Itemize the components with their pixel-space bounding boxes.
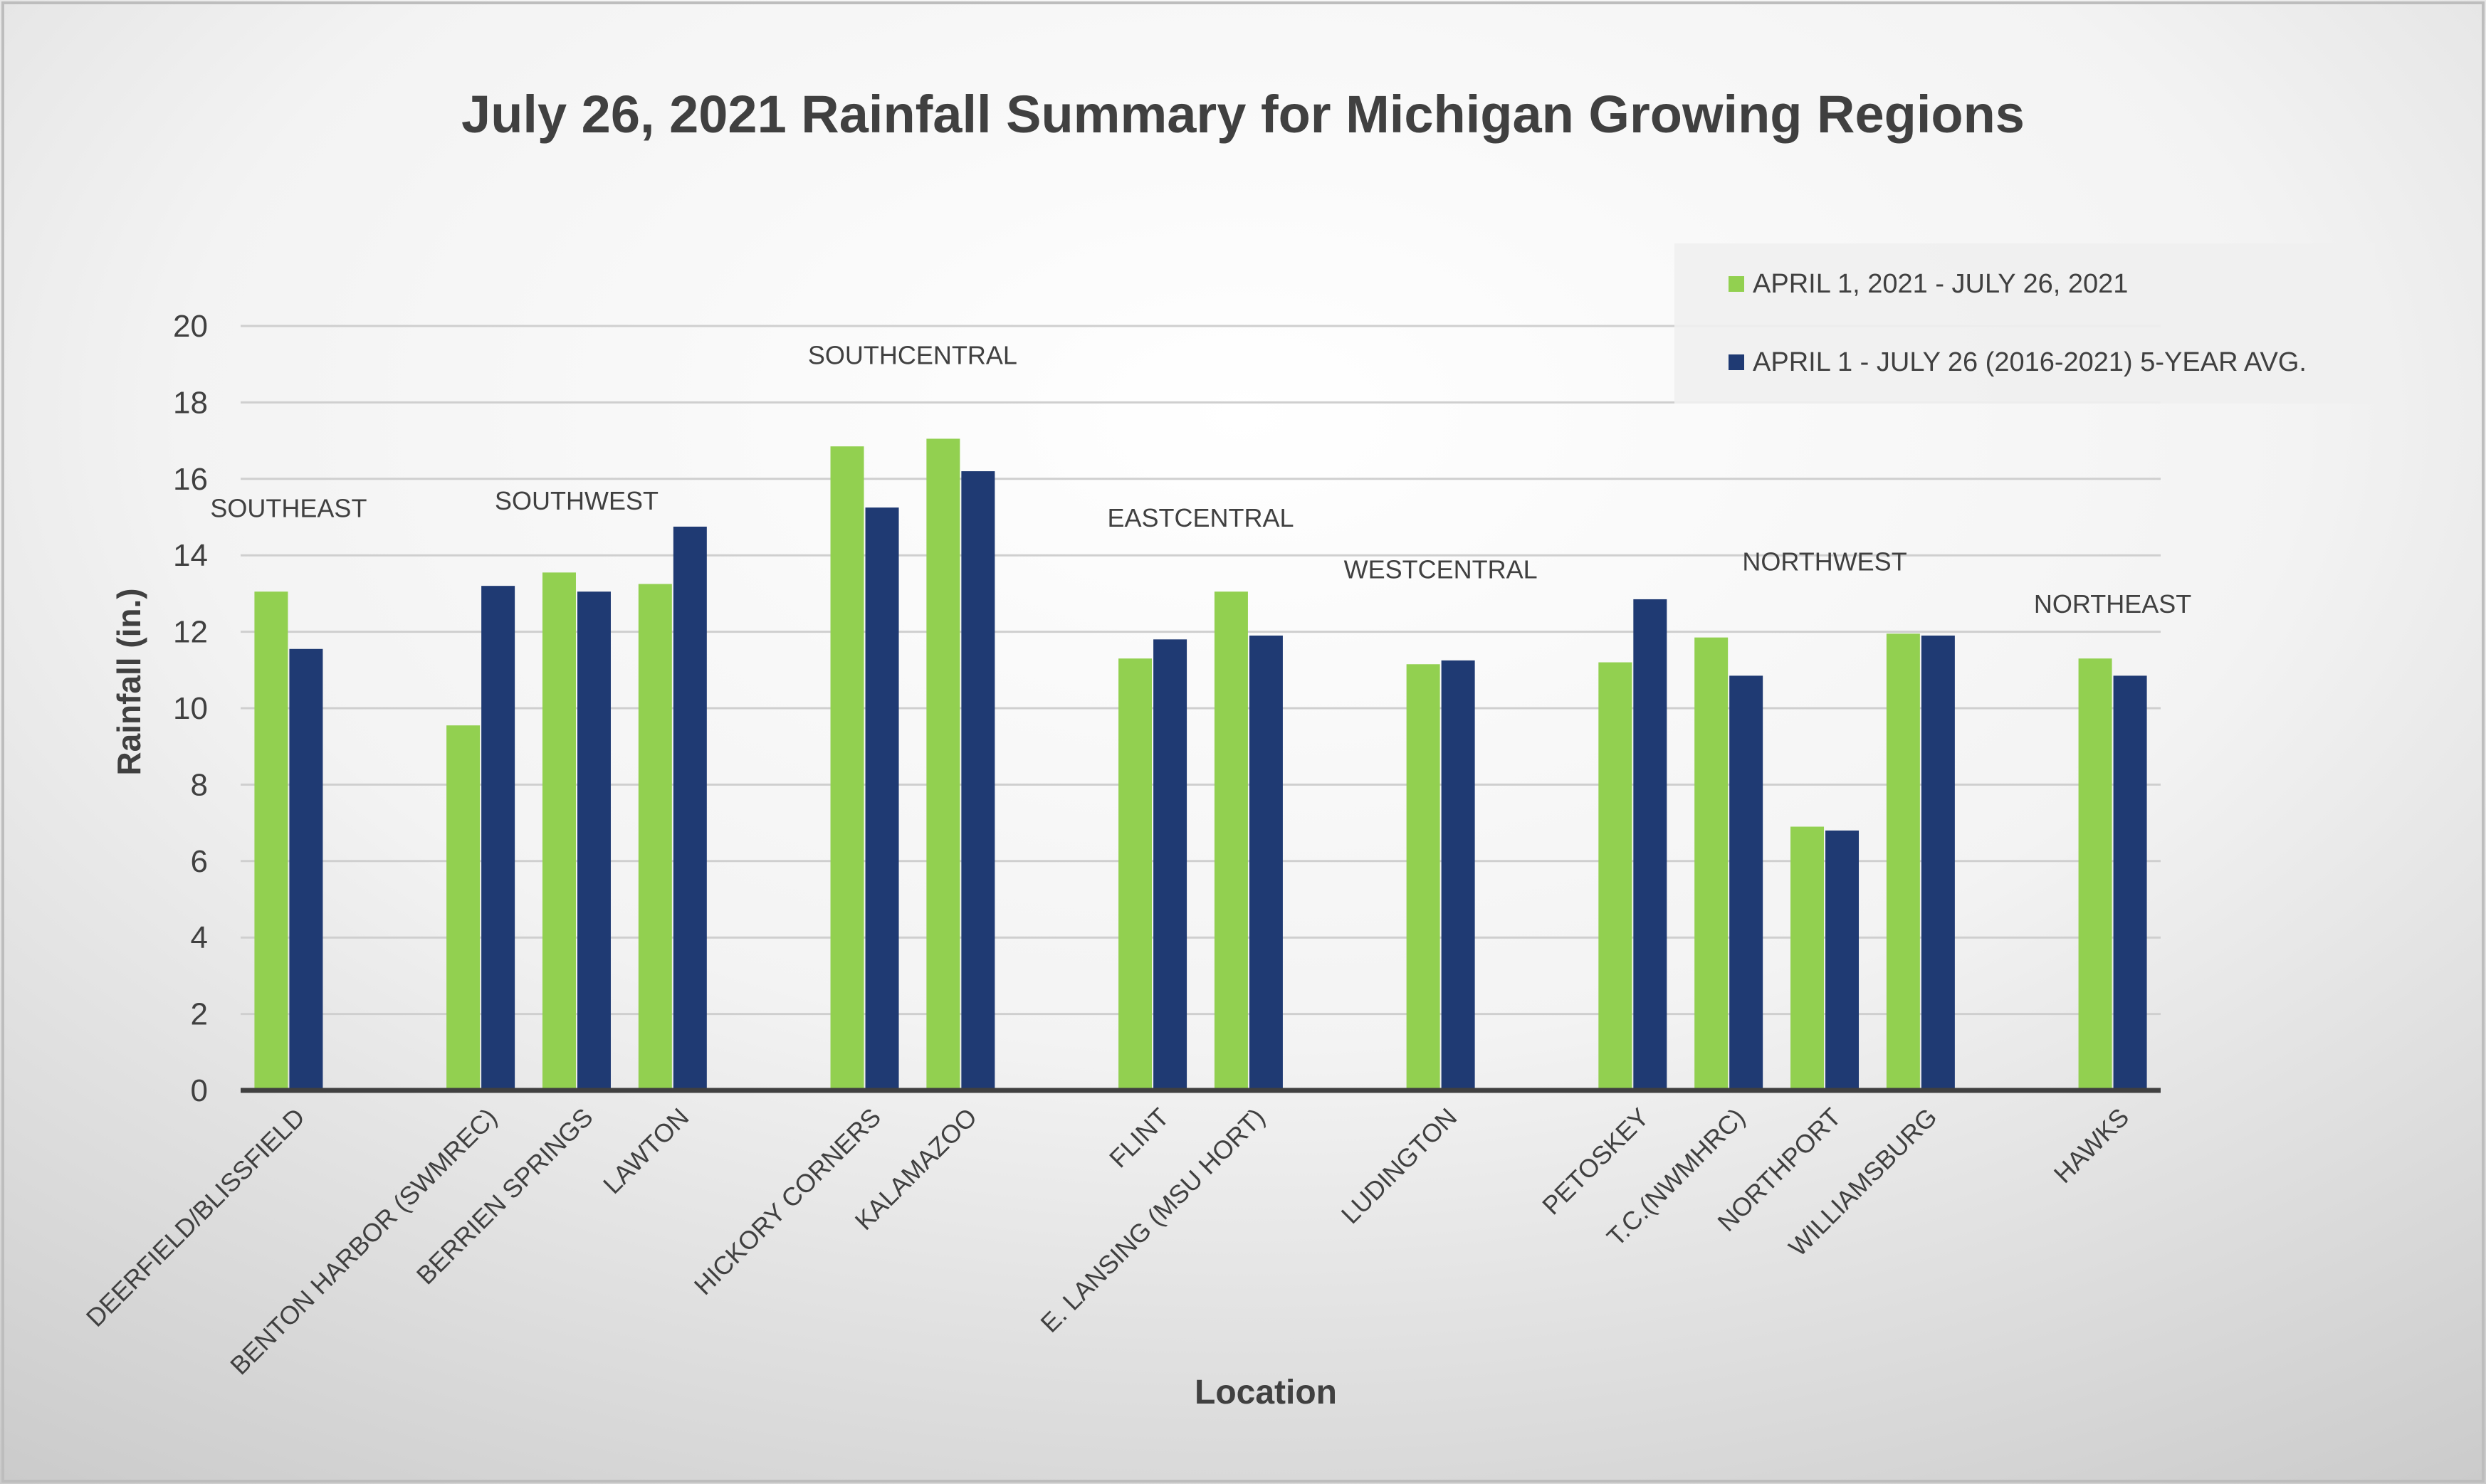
legend-swatch-current <box>1729 276 1744 292</box>
region-label: SOUTHWEST <box>495 486 659 515</box>
bar-current-season <box>830 446 864 1090</box>
y-tick-label: 10 <box>173 691 208 726</box>
bar-current-season <box>1214 591 1248 1090</box>
y-axis-label: Rainfall (in.) <box>110 588 147 775</box>
legend-box <box>1674 243 2375 404</box>
bar-five-year-average <box>1441 660 1475 1090</box>
region-label: EASTCENTRAL <box>1107 503 1294 532</box>
chart-title: July 26, 2021 Rainfall Summary for Michi… <box>461 85 2025 144</box>
y-tick-label: 2 <box>191 997 208 1032</box>
bar-five-year-average <box>1249 635 1283 1090</box>
bar-five-year-average <box>577 591 611 1090</box>
bar-current-season <box>254 591 288 1090</box>
bar-five-year-average <box>865 507 899 1090</box>
y-tick-label: 14 <box>173 538 208 573</box>
legend: APRIL 1, 2021 - JULY 26, 2021 APRIL 1 - … <box>1674 243 2375 404</box>
region-label: NORTHEAST <box>2034 589 2191 619</box>
y-tick-labels: 0 2 4 6 8 10 12 14 16 18 20 <box>173 309 208 1108</box>
region-annotations: SOUTHEAST SOUTHWEST SOUTHCENTRAL EASTCENTRA… <box>210 341 2191 619</box>
bar-five-year-average <box>2113 675 2147 1090</box>
bar-five-year-average <box>1825 830 1860 1090</box>
bar-current-season <box>1790 826 1825 1090</box>
bar-five-year-average <box>1153 639 1187 1090</box>
bar-current-season <box>542 572 576 1090</box>
y-tick-label: 8 <box>191 767 208 802</box>
y-tick-label: 20 <box>173 309 208 344</box>
bar-five-year-average <box>1633 599 1667 1090</box>
bar-five-year-average <box>673 526 707 1090</box>
region-label: SOUTHCENTRAL <box>808 341 1017 370</box>
y-tick-label: 4 <box>191 920 208 955</box>
bar-five-year-average <box>961 471 995 1090</box>
bar-five-year-average <box>481 586 515 1090</box>
y-tick-label: 16 <box>173 462 208 497</box>
y-tick-label: 6 <box>191 844 208 879</box>
bars <box>254 438 2147 1090</box>
bar-current-season <box>446 725 481 1090</box>
y-tick-label: 0 <box>191 1073 208 1108</box>
legend-swatch-average <box>1729 354 1744 370</box>
legend-label-current: APRIL 1, 2021 - JULY 26, 2021 <box>1753 269 2128 299</box>
bar-five-year-average <box>289 648 323 1090</box>
bar-five-year-average <box>1921 635 1955 1090</box>
x-axis-label: Location <box>1195 1374 1337 1411</box>
region-label: NORTHWEST <box>1742 547 1907 577</box>
bar-current-season <box>1406 664 1440 1090</box>
bar-five-year-average <box>1729 675 1763 1090</box>
region-label: SOUTHEAST <box>210 494 367 523</box>
bar-current-season <box>926 438 960 1090</box>
bar-current-season <box>2078 658 2112 1090</box>
y-tick-label: 18 <box>173 385 208 420</box>
bar-current-season <box>1118 658 1153 1090</box>
legend-label-average: APRIL 1 - JULY 26 (2016-2021) 5-YEAR AVG… <box>1753 347 2307 377</box>
bar-current-season <box>1598 662 1632 1090</box>
region-label: WESTCENTRAL <box>1344 554 1538 584</box>
y-tick-label: 12 <box>173 615 208 650</box>
bar-current-season <box>1886 633 1920 1090</box>
bar-current-season <box>1694 637 1729 1090</box>
bar-current-season <box>638 584 672 1090</box>
